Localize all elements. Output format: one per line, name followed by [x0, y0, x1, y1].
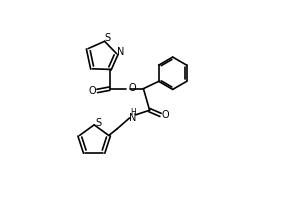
Text: N: N	[117, 47, 124, 57]
Text: O: O	[162, 110, 169, 120]
Text: O: O	[88, 86, 96, 96]
Text: O: O	[128, 83, 136, 93]
Text: S: S	[105, 33, 111, 43]
Text: S: S	[95, 118, 101, 128]
Text: H: H	[130, 108, 136, 117]
Text: N: N	[129, 113, 136, 123]
